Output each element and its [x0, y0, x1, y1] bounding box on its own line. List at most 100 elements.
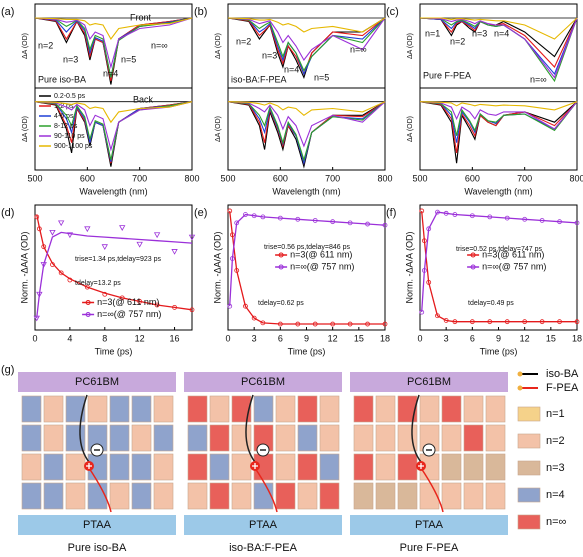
x-axis-title: Time (ps)	[288, 346, 326, 356]
x-tick-label: 700	[132, 173, 147, 183]
spectrum-line	[227, 17, 386, 33]
y-axis-title: Norm. -ΔA/A (OD)	[404, 231, 414, 303]
annotation: n=∞	[151, 40, 168, 50]
spectrum-line	[227, 17, 386, 62]
perovskite-tile	[297, 395, 318, 423]
fit-line	[421, 211, 578, 313]
x-tick-label: 0	[417, 333, 422, 343]
x-tick-label: 600	[80, 173, 95, 183]
data-point	[452, 212, 458, 217]
data-point	[277, 321, 283, 327]
legend-tile	[517, 514, 541, 530]
data-point	[84, 284, 90, 290]
data-point	[171, 249, 178, 255]
legend-label: n=2	[546, 435, 565, 447]
perovskite-tile	[231, 482, 252, 510]
perovskite-tile	[21, 482, 42, 510]
spectrum-line	[420, 17, 578, 40]
legend-label: n=∞(@ 757 nm)	[482, 261, 546, 271]
y-axis-title: ΔA (OD)	[22, 33, 29, 59]
x-tick-label: 3	[444, 333, 449, 343]
x-tick-label: 6	[278, 333, 283, 343]
perovskite-tile	[131, 424, 152, 452]
panel-label: (a)	[1, 6, 14, 18]
plus-sign	[86, 463, 92, 469]
spectrum-line	[227, 101, 386, 148]
legend-label: n=∞(@ 757 nm)	[290, 261, 354, 271]
x-tick-label: 800	[184, 173, 199, 183]
data-point	[227, 208, 233, 214]
perovskite-tile	[397, 453, 418, 481]
data-point	[119, 295, 125, 301]
data-point	[426, 226, 432, 232]
perovskite-tile	[21, 424, 42, 452]
pcbm-label: PC61BM	[75, 376, 119, 388]
legend-tile	[517, 433, 541, 449]
perovskite-tile	[209, 424, 230, 452]
y-axis-title: ΔA (OD)	[215, 33, 222, 59]
spectrum-line	[34, 101, 193, 124]
x-axis-title: Time (ps)	[95, 346, 133, 356]
perovskite-tile	[131, 482, 152, 510]
data-point	[84, 226, 91, 233]
data-point	[33, 315, 40, 322]
annotation: n=5	[121, 54, 136, 64]
data-point	[419, 208, 425, 214]
data-point	[295, 321, 301, 327]
data-point	[137, 299, 143, 304]
pcbm-label: PC61BM	[407, 376, 451, 388]
perovskite-tile	[187, 395, 208, 423]
legend-tile	[517, 487, 541, 503]
x-tick-label: 12	[328, 333, 338, 343]
annotation: n=4	[284, 64, 299, 74]
annotation: Pure F-PEA	[423, 70, 471, 80]
perovskite-tile	[153, 453, 174, 481]
spectrum-line	[419, 101, 578, 136]
plot-frame	[34, 204, 193, 331]
annotation: trise=0.56 ps,tdelay=846 ps	[264, 244, 351, 251]
legend-label: n=3	[546, 462, 565, 474]
data-point	[66, 232, 74, 239]
fit-line	[36, 214, 193, 311]
data-point	[469, 213, 475, 219]
data-point	[435, 209, 440, 215]
x-tick-label: 700	[325, 173, 340, 183]
data-point	[557, 319, 562, 325]
data-point	[189, 307, 195, 313]
data-point	[50, 262, 55, 267]
perovskite-tile	[109, 482, 130, 510]
annotation: n=5	[314, 72, 329, 82]
data-point	[330, 321, 336, 327]
annotation: n=3	[472, 28, 487, 38]
data-point	[347, 321, 353, 327]
spectrum-line	[227, 101, 386, 116]
perovskite-tile	[187, 453, 208, 481]
perovskite-tile	[209, 482, 230, 510]
annotation: n=1	[425, 28, 440, 38]
y-axis-title: ΔA (OD)	[215, 116, 222, 142]
ptaa-label: PTAA	[415, 519, 444, 531]
data-point	[522, 319, 528, 325]
perovskite-tile	[441, 453, 462, 481]
legend-label: n=3(@ 611 nm)	[290, 249, 352, 259]
panel-label: (b)	[194, 6, 207, 18]
legend-marker	[278, 252, 284, 258]
data-point	[136, 241, 143, 248]
charge-path	[254, 467, 278, 513]
x-tick-label: 800	[377, 173, 392, 183]
legend-label: iso-BA	[546, 368, 579, 380]
data-point	[102, 291, 108, 297]
charge-path	[245, 394, 256, 463]
perovskite-tile	[463, 482, 484, 510]
data-point	[522, 216, 528, 222]
annotation: Back	[133, 94, 154, 104]
charge-path	[411, 394, 422, 463]
x-tick-label: 3	[252, 333, 257, 343]
legend-tile	[517, 406, 541, 422]
perovskite-tile	[353, 482, 374, 510]
data-point	[539, 319, 545, 325]
legend-tile	[517, 460, 541, 476]
data-point	[34, 214, 40, 220]
perovskite-tile	[187, 482, 208, 510]
data-point	[574, 220, 580, 226]
